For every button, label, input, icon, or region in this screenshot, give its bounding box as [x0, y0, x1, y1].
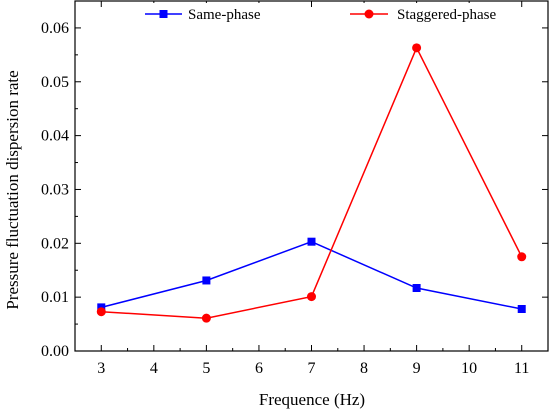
data-point-circle — [412, 43, 422, 53]
legend-item: Staggered-phase — [348, 3, 503, 25]
series-staggered-phase — [96, 43, 527, 323]
data-point-square — [307, 237, 316, 246]
x-tick-label: 10 — [461, 360, 477, 377]
legend-bg — [348, 3, 503, 25]
data-point-circle — [307, 292, 316, 302]
y-axis-title: Pressure fluctuation dispersion rate — [3, 70, 22, 309]
data-point-square — [517, 305, 526, 313]
x-tick-label: 5 — [202, 360, 210, 377]
y-tick-label: 0.06 — [41, 20, 69, 37]
data-point-square — [412, 284, 421, 292]
ticks: 3 4 5 6 7 8 9 10 11 0.00 0.01 0.02 0.03 0.04 0.05 0.06 — [41, 1, 549, 377]
legend-label: Staggered-phase — [397, 7, 496, 23]
y-tick-label: 0.00 — [41, 343, 69, 360]
legend-marker-square — [159, 10, 168, 18]
y-tick-label: 0.03 — [41, 181, 69, 198]
x-tick-label: 11 — [514, 360, 529, 377]
x-tick-label: 7 — [308, 360, 316, 377]
series-layer — [96, 43, 527, 323]
legend-marker-circle — [364, 9, 374, 19]
y-tick-label: 0.02 — [41, 235, 69, 252]
legend: Same-phase Staggered-phase — [143, 3, 503, 25]
x-tick-label: 3 — [97, 360, 105, 377]
data-point-circle — [201, 313, 211, 323]
legend-item: Same-phase — [143, 3, 268, 25]
data-point-circle — [517, 252, 527, 262]
series-same-phase — [97, 237, 526, 313]
x-tick-label: 9 — [413, 360, 421, 377]
legend-label: Same-phase — [188, 7, 261, 23]
x-axis-title: Frequence (Hz) — [259, 390, 365, 409]
x-tick-label: 8 — [360, 360, 368, 377]
data-point-circle — [96, 307, 106, 317]
x-tick-label: 6 — [255, 360, 263, 377]
data-point-square — [202, 276, 211, 285]
y-tick-label: 0.04 — [41, 128, 69, 145]
series-line — [101, 46, 523, 319]
y-tick-label: 0.01 — [41, 289, 69, 306]
legend-bg — [143, 3, 268, 25]
y-tick-label: 0.05 — [41, 74, 69, 91]
x-tick-label: 4 — [150, 360, 158, 377]
